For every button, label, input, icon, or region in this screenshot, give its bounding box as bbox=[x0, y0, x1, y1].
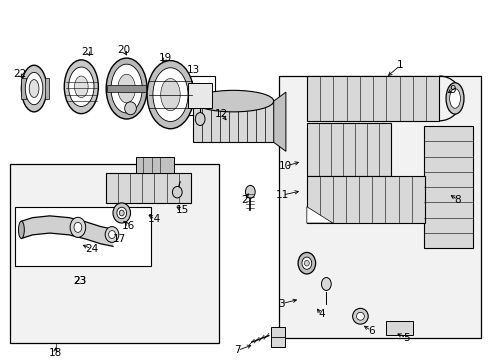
Bar bbox=[135, 157, 174, 173]
Text: 2: 2 bbox=[241, 195, 247, 205]
Bar bbox=[278, 76, 480, 338]
Ellipse shape bbox=[245, 185, 255, 198]
Text: 1: 1 bbox=[396, 60, 403, 70]
Ellipse shape bbox=[356, 312, 364, 320]
Text: 6: 6 bbox=[367, 325, 374, 336]
Bar bbox=[306, 76, 438, 121]
Ellipse shape bbox=[124, 102, 136, 115]
Text: 24: 24 bbox=[85, 244, 98, 254]
Ellipse shape bbox=[298, 252, 315, 274]
Ellipse shape bbox=[29, 80, 39, 98]
Bar bbox=[385, 320, 412, 335]
Text: 23: 23 bbox=[73, 276, 86, 286]
Text: 8: 8 bbox=[454, 195, 460, 205]
Text: 17: 17 bbox=[113, 234, 126, 244]
Ellipse shape bbox=[302, 257, 311, 269]
Bar bbox=[107, 85, 146, 92]
Ellipse shape bbox=[74, 222, 81, 232]
Bar bbox=[423, 126, 472, 248]
Ellipse shape bbox=[108, 230, 115, 238]
Bar bbox=[188, 83, 211, 108]
Ellipse shape bbox=[74, 76, 88, 98]
Text: 5: 5 bbox=[402, 333, 408, 343]
Text: 13: 13 bbox=[187, 64, 200, 75]
Bar bbox=[45, 78, 49, 99]
Ellipse shape bbox=[119, 210, 124, 216]
Ellipse shape bbox=[172, 186, 182, 198]
Polygon shape bbox=[306, 207, 332, 223]
Polygon shape bbox=[273, 92, 285, 151]
Ellipse shape bbox=[118, 74, 135, 103]
Text: 14: 14 bbox=[148, 215, 161, 224]
Ellipse shape bbox=[117, 207, 126, 219]
Ellipse shape bbox=[321, 278, 330, 291]
Ellipse shape bbox=[70, 217, 85, 237]
Text: 21: 21 bbox=[81, 46, 94, 57]
Bar bbox=[15, 207, 151, 266]
Text: 12: 12 bbox=[214, 109, 227, 119]
Ellipse shape bbox=[111, 64, 142, 113]
Ellipse shape bbox=[352, 309, 367, 324]
Bar bbox=[182, 76, 215, 116]
Ellipse shape bbox=[25, 72, 43, 105]
Ellipse shape bbox=[445, 83, 463, 114]
Text: 9: 9 bbox=[449, 85, 455, 95]
Ellipse shape bbox=[304, 260, 308, 266]
Text: 19: 19 bbox=[159, 53, 172, 63]
Text: 15: 15 bbox=[175, 205, 188, 215]
Bar bbox=[105, 173, 190, 203]
Ellipse shape bbox=[19, 221, 24, 238]
Text: 18: 18 bbox=[49, 348, 62, 358]
Text: 20: 20 bbox=[117, 45, 130, 55]
Bar bbox=[193, 101, 273, 142]
Bar bbox=[306, 123, 390, 176]
Ellipse shape bbox=[64, 60, 98, 114]
Ellipse shape bbox=[147, 60, 193, 129]
Bar bbox=[306, 176, 424, 223]
Ellipse shape bbox=[153, 68, 187, 122]
Ellipse shape bbox=[105, 226, 119, 242]
Text: 23: 23 bbox=[73, 276, 86, 286]
Text: 4: 4 bbox=[318, 310, 324, 319]
Ellipse shape bbox=[113, 203, 130, 223]
Text: 7: 7 bbox=[234, 345, 241, 355]
Ellipse shape bbox=[21, 65, 47, 112]
Polygon shape bbox=[21, 216, 113, 246]
Bar bbox=[271, 327, 285, 347]
Text: 16: 16 bbox=[122, 221, 135, 231]
Ellipse shape bbox=[449, 89, 460, 108]
Ellipse shape bbox=[68, 67, 94, 107]
Ellipse shape bbox=[195, 113, 204, 126]
Text: 3: 3 bbox=[278, 299, 284, 309]
Text: 11: 11 bbox=[275, 190, 288, 200]
Ellipse shape bbox=[193, 90, 273, 112]
Ellipse shape bbox=[161, 78, 180, 111]
Ellipse shape bbox=[106, 58, 147, 119]
Bar bbox=[10, 164, 219, 343]
Text: 22: 22 bbox=[13, 69, 26, 79]
Text: 10: 10 bbox=[278, 161, 291, 171]
Bar bbox=[21, 78, 26, 99]
